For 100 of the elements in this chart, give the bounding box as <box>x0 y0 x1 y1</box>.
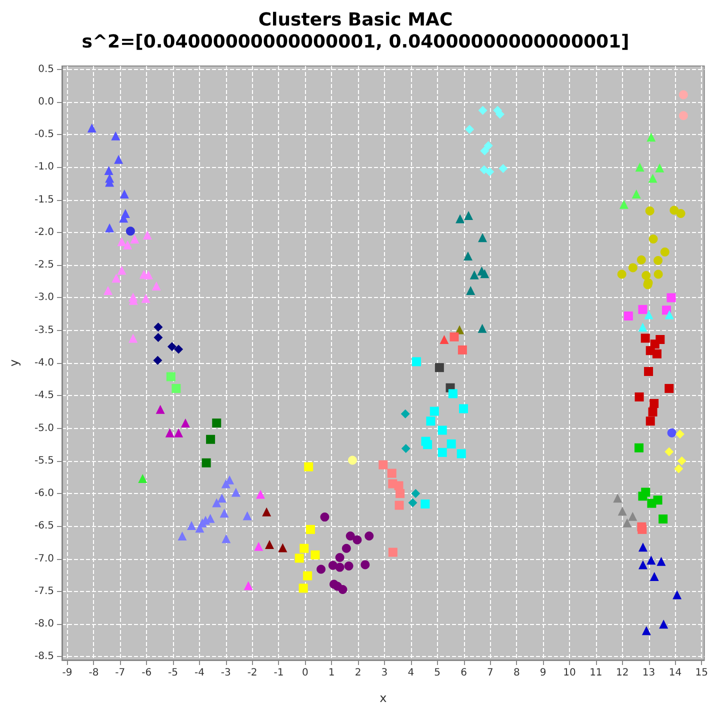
point <box>676 209 686 218</box>
point <box>466 286 476 296</box>
x-tick-label: -6 <box>142 668 152 678</box>
point <box>217 494 226 503</box>
point <box>650 572 659 581</box>
x-tick-label: 2 <box>354 668 362 678</box>
point <box>180 418 190 428</box>
point <box>456 449 466 458</box>
x-tick-label: 4 <box>408 668 414 678</box>
point <box>342 544 351 553</box>
y-tick-label: -3.0 <box>34 292 54 304</box>
point <box>411 489 420 498</box>
point <box>153 356 162 365</box>
point <box>430 406 439 416</box>
y-tick-label: 0.0 <box>38 96 54 108</box>
point <box>458 345 467 354</box>
y-axis-title: y <box>7 359 21 367</box>
point <box>638 524 647 534</box>
point <box>420 499 430 508</box>
point <box>628 512 638 521</box>
point <box>320 512 330 522</box>
point <box>484 141 493 150</box>
point <box>480 269 490 278</box>
y-tick-label: -7.5 <box>34 586 54 597</box>
x-tick-label: 12 <box>616 668 629 678</box>
point <box>648 407 658 416</box>
point <box>645 206 654 216</box>
y-tick-label: -4.0 <box>34 358 54 368</box>
point <box>120 189 129 198</box>
point <box>678 90 688 100</box>
point <box>408 498 418 508</box>
point <box>264 540 274 549</box>
point <box>172 384 181 393</box>
point <box>672 590 682 600</box>
point <box>316 564 326 574</box>
point <box>300 544 309 553</box>
x-tick-label: -3 <box>220 668 231 678</box>
x-tick-label: -4 <box>194 668 204 678</box>
point <box>652 349 662 358</box>
point <box>344 562 354 570</box>
point <box>174 344 184 354</box>
point <box>450 332 459 342</box>
point <box>144 270 153 280</box>
point <box>666 293 676 302</box>
point <box>446 439 456 448</box>
x-tick-label: 6 <box>460 668 467 678</box>
point <box>478 233 488 242</box>
chart-title: Clusters Basic MAC <box>258 10 453 30</box>
point <box>114 154 124 164</box>
point <box>670 206 679 215</box>
y-tick-label: -8.0 <box>34 618 54 630</box>
point <box>401 444 410 454</box>
point <box>154 322 163 332</box>
point <box>480 165 489 174</box>
point <box>634 443 644 452</box>
point <box>618 506 627 516</box>
point <box>456 214 465 224</box>
point <box>613 494 622 503</box>
point <box>262 507 272 516</box>
x-tick-label: 5 <box>434 668 441 678</box>
x-tick-label: 13 <box>642 668 656 678</box>
point <box>221 479 230 488</box>
point <box>678 111 688 120</box>
point <box>138 474 148 484</box>
point <box>664 384 674 393</box>
point <box>464 210 474 220</box>
point <box>675 430 684 439</box>
point <box>640 334 650 343</box>
point <box>156 404 165 414</box>
point <box>387 468 396 478</box>
point <box>364 531 374 540</box>
y-tick-label: -7.0 <box>34 553 54 564</box>
point <box>654 270 663 279</box>
x-tick-label: 8 <box>513 668 520 678</box>
point <box>123 240 132 250</box>
point <box>294 554 304 563</box>
point <box>154 333 163 342</box>
x-tick-label: 0 <box>302 668 308 678</box>
point <box>644 310 654 320</box>
y-tick-label: -1.5 <box>34 194 54 206</box>
point <box>212 498 222 508</box>
point <box>303 571 312 580</box>
x-axis-title: x <box>380 691 387 705</box>
point <box>128 334 138 343</box>
y-tick-label: -0.5 <box>34 129 54 140</box>
point <box>104 166 114 175</box>
point <box>440 335 449 344</box>
x-tick-label: 3 <box>381 668 388 678</box>
point <box>624 312 633 320</box>
point <box>659 620 668 629</box>
point <box>126 226 135 236</box>
point <box>650 398 659 408</box>
point <box>117 266 126 275</box>
point <box>152 281 161 290</box>
point <box>378 460 388 470</box>
point <box>394 500 404 510</box>
point <box>396 489 405 498</box>
point <box>112 274 121 283</box>
x-tick-label: -9 <box>62 668 72 678</box>
y-tick-label: -6.5 <box>34 520 54 532</box>
